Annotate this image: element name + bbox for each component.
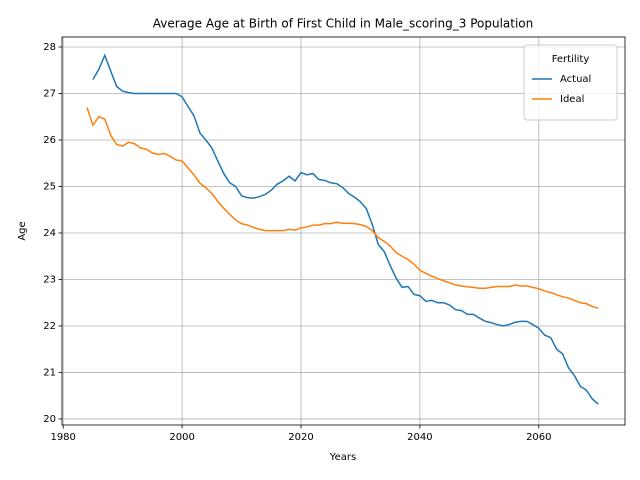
legend-label: Actual — [560, 74, 591, 85]
legend-box — [523, 44, 618, 121]
x-tick-label: 2040 — [407, 432, 432, 443]
legend-label: Ideal — [560, 94, 584, 105]
y-tick-label: 21 — [43, 367, 56, 378]
y-axis-label: Age — [17, 221, 28, 240]
legend-title: Fertility — [552, 54, 590, 65]
y-tick-label: 23 — [43, 274, 56, 285]
x-axis-label: Years — [329, 452, 356, 463]
x-tick-label: 2020 — [288, 432, 313, 443]
line-series — [92, 53, 599, 405]
y-tick-label: 25 — [43, 181, 56, 192]
x-tick-label: 1980 — [50, 432, 75, 443]
y-tick-label: 27 — [43, 88, 56, 99]
line-series — [86, 107, 599, 310]
chart-title: Average Age at Birth of First Child in M… — [153, 17, 534, 31]
y-tick-label: 26 — [43, 135, 56, 146]
y-tick-label: 24 — [43, 228, 56, 239]
y-tick-label: 22 — [43, 321, 56, 332]
y-tick-label: 20 — [43, 414, 56, 425]
y-tick-label: 28 — [43, 42, 56, 53]
x-tick-label: 2000 — [169, 432, 194, 443]
x-tick-label: 2060 — [526, 432, 551, 443]
plot-frame — [61, 36, 626, 426]
